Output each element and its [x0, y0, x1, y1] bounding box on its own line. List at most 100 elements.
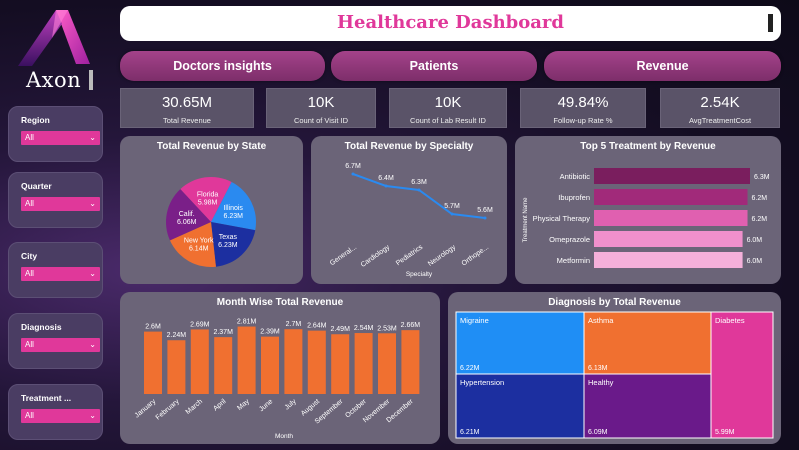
- pie-slice: [211, 182, 256, 231]
- month-bar: [331, 334, 350, 394]
- chart-title: Top 5 Treatment by Revenue: [580, 141, 716, 152]
- treemap-category-label: Hypertension: [460, 378, 504, 387]
- kpi-label: Count of Visit ID: [293, 116, 349, 125]
- panel-top-treatment: Top 5 Treatment by Revenue Antibiotic 6.3…: [515, 136, 781, 284]
- hbar-bar: [594, 189, 748, 205]
- dropdown-value: All: [25, 133, 34, 142]
- line-point: [351, 172, 355, 176]
- nav-revenue-button[interactable]: Revenue: [544, 51, 781, 81]
- chart-title: Diagnosis by Total Revenue: [548, 297, 681, 308]
- chart-title: Total Revenue by Specialty: [344, 141, 474, 152]
- page-title: Healthcare Dashboard: [336, 12, 564, 33]
- nav-patients-button[interactable]: Patients: [331, 51, 537, 81]
- slicer-quarter: Quarter All ⌄: [8, 172, 103, 228]
- dropdown-value: All: [25, 269, 34, 278]
- chart-title: Total Revenue by State: [156, 141, 267, 152]
- hbar-value-label: 6.2M: [752, 216, 768, 223]
- bar-data-label: 2.54M: [354, 325, 374, 332]
- hbar-category-label: Metformin: [557, 256, 590, 265]
- kpi-label: AvgTreatmentCost: [688, 116, 752, 125]
- month-bar: [307, 330, 326, 394]
- month-bar: [214, 337, 233, 394]
- treemap-cell: [455, 311, 585, 375]
- pie-category-label: Texas: [219, 234, 238, 241]
- treemap-value-label: 5.99M: [715, 429, 735, 436]
- pie-category-label: New York: [184, 237, 214, 244]
- treemap-value-label: 6.22M: [460, 365, 480, 372]
- hbar-bar: [594, 231, 743, 247]
- bar-data-label: 2.49M: [330, 326, 350, 333]
- treemap-category-label: Asthma: [588, 316, 614, 325]
- hbar-bar: [594, 168, 750, 184]
- pie-value-label: 5.98M: [198, 199, 218, 206]
- axon-logo-icon: [18, 10, 90, 66]
- diagnosis-dropdown[interactable]: All ⌄: [21, 338, 100, 352]
- month-bar: [144, 331, 162, 394]
- pie-value-label: 6.14M: [189, 245, 209, 252]
- kpi-value: 49.84%: [557, 94, 609, 111]
- kpi-value: 30.65M: [161, 94, 213, 111]
- cursor-marker: [768, 14, 773, 32]
- slicer-city: City All ⌄: [8, 242, 103, 298]
- treemap-value-label: 6.13M: [588, 365, 608, 372]
- treemap-category-label: Diabetes: [715, 316, 745, 325]
- treatment-dropdown[interactable]: All ⌄: [21, 409, 100, 423]
- bar-data-label: 2.53M: [377, 325, 397, 332]
- y-axis-title: Treatment Name: [523, 197, 529, 242]
- slicer-treatment: Treatment ... All ⌄: [8, 384, 103, 440]
- nav-doctors-insights-button[interactable]: Doctors insights: [120, 51, 325, 81]
- line-point: [417, 188, 421, 192]
- month-bar: [284, 329, 303, 394]
- hbar-bar: [594, 252, 743, 268]
- pie-category-label: Florida: [197, 191, 219, 198]
- x-tick-label: Pediatrics: [395, 244, 425, 268]
- pie-category-label: Illinois: [223, 205, 243, 212]
- hbar-value-label: 6.0M: [747, 258, 763, 265]
- treemap-value-label: 6.09M: [588, 429, 608, 436]
- x-axis-title: Specialty: [406, 271, 433, 278]
- city-dropdown[interactable]: All ⌄: [21, 267, 100, 281]
- region-dropdown[interactable]: All ⌄: [21, 131, 100, 145]
- line-point: [483, 216, 487, 220]
- quarter-dropdown[interactable]: All ⌄: [21, 197, 100, 211]
- bar-data-label: 2.6M: [145, 324, 161, 331]
- hbar-value-label: 6.0M: [747, 237, 763, 244]
- kpi-lab-result-count: 10K Count of Lab Result ID: [389, 88, 507, 128]
- month-bar: [190, 329, 209, 394]
- chevron-down-icon: ⌄: [89, 411, 96, 420]
- x-tick-label: February: [155, 398, 181, 422]
- header-bar: Healthcare Dashboard: [120, 6, 781, 41]
- dropdown-value: All: [25, 199, 34, 208]
- kpi-follow-up-rate: 49.84% Follow-up Rate %: [520, 88, 646, 128]
- bar-data-label: 2.69M: [190, 321, 210, 328]
- bar-data-label: 2.7M: [286, 321, 302, 328]
- dropdown-value: All: [25, 340, 34, 349]
- kpi-label: Follow-up Rate %: [553, 116, 613, 125]
- treemap-value-label: 6.21M: [460, 429, 480, 436]
- hbar-value-label: 6.3M: [754, 174, 770, 181]
- hbar-category-label: Antibiotic: [560, 172, 591, 181]
- pie-value-label: 6.06M: [177, 219, 197, 226]
- month-bar-chart: 2.6MJanuary2.24MFebruary2.69MMarch2.37MA…: [134, 319, 421, 440]
- pie-slice: [169, 222, 216, 267]
- hbar-value-label: 6.2M: [752, 195, 768, 202]
- x-tick-label: General...: [329, 244, 358, 267]
- chart-title: Month Wise Total Revenue: [216, 297, 344, 308]
- bar-data-label: 2.24M: [167, 332, 187, 339]
- chevron-down-icon: ⌄: [89, 340, 96, 349]
- x-tick-label: May: [236, 398, 251, 412]
- kpi-visit-count: 10K Count of Visit ID: [266, 88, 376, 128]
- logo-text: Axon: [26, 68, 82, 92]
- panel-revenue-by-state: Total Revenue by State Florida 5.98M Illin…: [120, 136, 303, 284]
- slicer-diagnosis: Diagnosis All ⌄: [8, 313, 103, 369]
- pie-slice: [166, 189, 211, 241]
- panel-month-wise: Month Wise Total Revenue 2.6M January 2.24…: [120, 292, 440, 444]
- line-data-label: 5.6M: [477, 207, 493, 214]
- slicer-region: Region All ⌄: [8, 106, 103, 162]
- chevron-down-icon: ⌄: [89, 269, 96, 278]
- bar-data-label: 2.39M: [260, 329, 280, 336]
- kpi-value: 10K: [307, 94, 335, 111]
- hbar-category-label: Physical Therapy: [533, 214, 591, 223]
- hbar-chart: Antibiotic 6.3M Ibuprofen 6.2M Physical Ther…: [523, 168, 770, 268]
